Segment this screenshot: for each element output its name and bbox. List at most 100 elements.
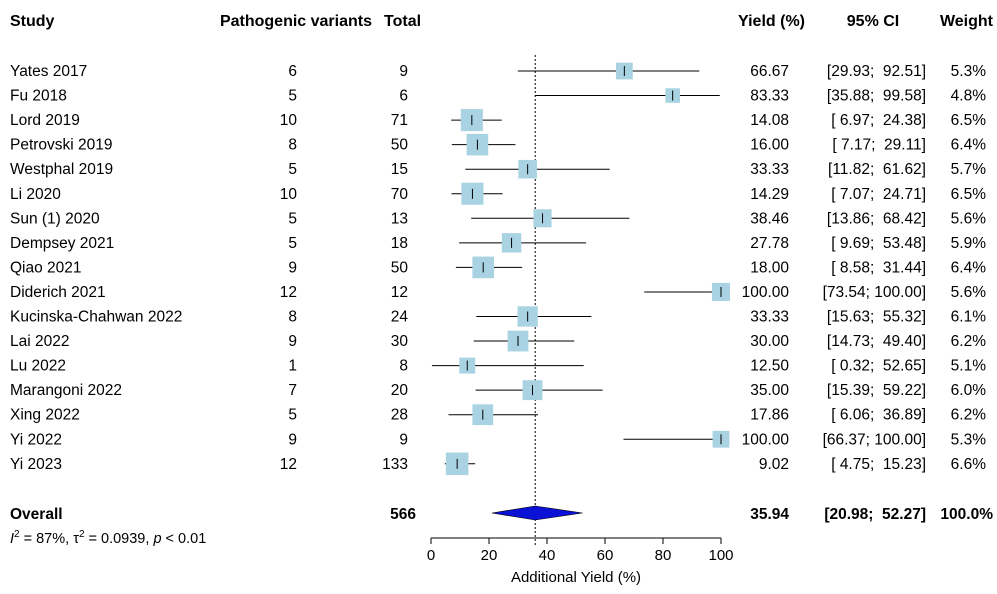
study-ci: [ 8.58; 31.44] [831, 259, 926, 276]
x-tick-label: 0 [427, 547, 435, 564]
study-yield: 66.67 [750, 63, 789, 80]
study-name: Lord 2019 [10, 112, 80, 129]
study-events: 7 [288, 382, 297, 399]
study-row: Yi 2022 9 9 100.00 [66.37; 100.00] 5.3% [10, 430, 987, 448]
study-ci: [ 6.97; 24.38] [831, 112, 926, 129]
study-ci: [ 4.75; 15.23] [831, 456, 926, 473]
study-yield: 14.08 [750, 112, 789, 129]
study-yield: 35.00 [750, 382, 789, 399]
study-weight: 6.2% [951, 333, 987, 350]
study-events: 10 [280, 112, 298, 129]
header-ci: 95% CI [847, 13, 899, 30]
study-yield: 18.00 [750, 259, 789, 276]
study-events: 9 [288, 431, 297, 448]
study-weight: 6.1% [951, 309, 987, 326]
study-total: 18 [391, 235, 408, 252]
study-row: Lord 2019 10 71 14.08 [ 6.97; 24.38] 6.5% [10, 109, 986, 132]
study-yield: 27.78 [750, 235, 789, 252]
overall-diamond [491, 505, 583, 521]
study-total: 133 [382, 456, 408, 473]
header-study: Study [10, 13, 55, 30]
x-tick-label: 80 [655, 547, 672, 564]
study-yield: 17.86 [750, 407, 789, 424]
study-weight: 5.9% [951, 235, 987, 252]
x-tick-label: 60 [597, 547, 614, 564]
study-row: Diderich 2021 12 12 100.00 [73.54; 100.00] 5.… [10, 282, 986, 302]
study-events: 6 [288, 63, 297, 80]
x-tick-label: 100 [708, 547, 733, 564]
x-axis-label: Additional Yield (%) [511, 569, 641, 586]
study-yield: 14.29 [750, 186, 789, 203]
overall-total: 566 [390, 506, 416, 523]
heterogeneity-stats: I2 = 87%, τ2 = 0.0939, p < 0.01 [10, 529, 206, 547]
study-total: 28 [391, 407, 408, 424]
study-name: Kucinska-Chahwan 2022 [10, 309, 182, 326]
study-total: 8 [399, 358, 408, 375]
study-name: Li 2020 [10, 186, 61, 203]
study-total: 71 [391, 112, 408, 129]
study-name: Westphal 2019 [10, 161, 113, 178]
study-name: Yates 2017 [10, 63, 87, 80]
study-row: Dempsey 2021 5 18 27.78 [ 9.69; 53.48] 5.9% [10, 233, 987, 253]
study-row: Xing 2022 5 28 17.86 [ 6.06; 36.89] 6.2% [10, 404, 987, 426]
overall-row: Overall 566 35.94 [20.98; 52.27] 100.0% [10, 505, 993, 523]
study-weight: 4.8% [951, 88, 987, 105]
study-events: 9 [288, 333, 297, 350]
study-total: 15 [391, 161, 408, 178]
study-row: Petrovski 2019 8 50 16.00 [ 7.17; 29.11] 6.4% [10, 133, 987, 156]
study-events: 10 [280, 186, 298, 203]
study-row: Qiao 2021 9 50 18.00 [ 8.58; 31.44] 6.4% [10, 256, 986, 279]
study-weight: 6.4% [951, 137, 987, 154]
study-yield: 100.00 [742, 431, 790, 448]
study-weight: 6.0% [951, 382, 987, 399]
study-weight: 5.3% [951, 431, 987, 448]
study-weight: 6.6% [951, 456, 987, 473]
study-total: 30 [391, 333, 409, 350]
study-ci: [ 9.69; 53.48] [831, 235, 926, 252]
study-events: 12 [280, 284, 297, 301]
study-ci: [66.37; 100.00] [823, 431, 926, 448]
study-ci: [ 6.06; 36.89] [831, 407, 926, 424]
study-rows: Yates 2017 6 9 66.67 [29.93; 92.51] 5.3% Fu 20… [10, 62, 987, 476]
study-row: Lai 2022 9 30 30.00 [14.73; 49.40] 6.2% [10, 330, 987, 352]
study-ci: [ 7.07; 24.71] [831, 186, 926, 203]
x-axis: 0 20 40 60 80 100 [427, 537, 734, 564]
study-ci: [ 7.17; 29.11] [832, 137, 926, 154]
study-weight: 5.6% [951, 210, 987, 227]
study-yield: 12.50 [750, 358, 789, 375]
study-name: Fu 2018 [10, 88, 67, 105]
study-row: Fu 2018 5 6 83.33 [35.88; 99.58] 4.8% [10, 88, 986, 105]
study-ci: [29.93; 92.51] [827, 63, 926, 80]
study-row: Yi 2023 12 133 9.02 [ 4.75; 15.23] 6.6% [10, 452, 987, 476]
overall-weight: 100.0% [940, 506, 993, 523]
study-name: Dempsey 2021 [10, 235, 114, 252]
header-weight: Weight [940, 13, 994, 30]
study-ci: [13.86; 68.42] [827, 210, 926, 227]
study-total: 13 [391, 210, 408, 227]
study-total: 6 [399, 88, 408, 105]
study-name: Yi 2023 [10, 456, 62, 473]
header-yield: Yield (%) [738, 13, 805, 30]
study-events: 5 [288, 407, 297, 424]
study-yield: 30.00 [750, 333, 789, 350]
study-ci: [14.73; 49.40] [827, 333, 926, 350]
study-events: 5 [288, 210, 297, 227]
study-total: 70 [391, 186, 409, 203]
overall-yield: 35.94 [750, 506, 789, 523]
study-total: 12 [391, 284, 408, 301]
study-row: Li 2020 10 70 14.29 [ 7.07; 24.71] 6.5% [10, 182, 986, 205]
study-weight: 6.2% [951, 407, 987, 424]
overall-ci: [20.98; 52.27] [824, 506, 926, 523]
overall-label: Overall [10, 506, 63, 523]
header-pathogenic-variants: Pathogenic variants [220, 13, 372, 30]
study-name: Yi 2022 [10, 431, 62, 448]
study-weight: 5.1% [951, 358, 987, 375]
study-events: 8 [288, 309, 297, 326]
study-ci: [15.39; 59.22] [827, 382, 926, 399]
study-row: Westphal 2019 5 15 33.33 [11.82; 61.62] 5.7% [10, 159, 986, 179]
study-name: Lu 2022 [10, 358, 66, 375]
study-row: Sun (1) 2020 5 13 38.46 [13.86; 68.42] 5.6% [10, 209, 987, 228]
study-total: 9 [399, 431, 408, 448]
